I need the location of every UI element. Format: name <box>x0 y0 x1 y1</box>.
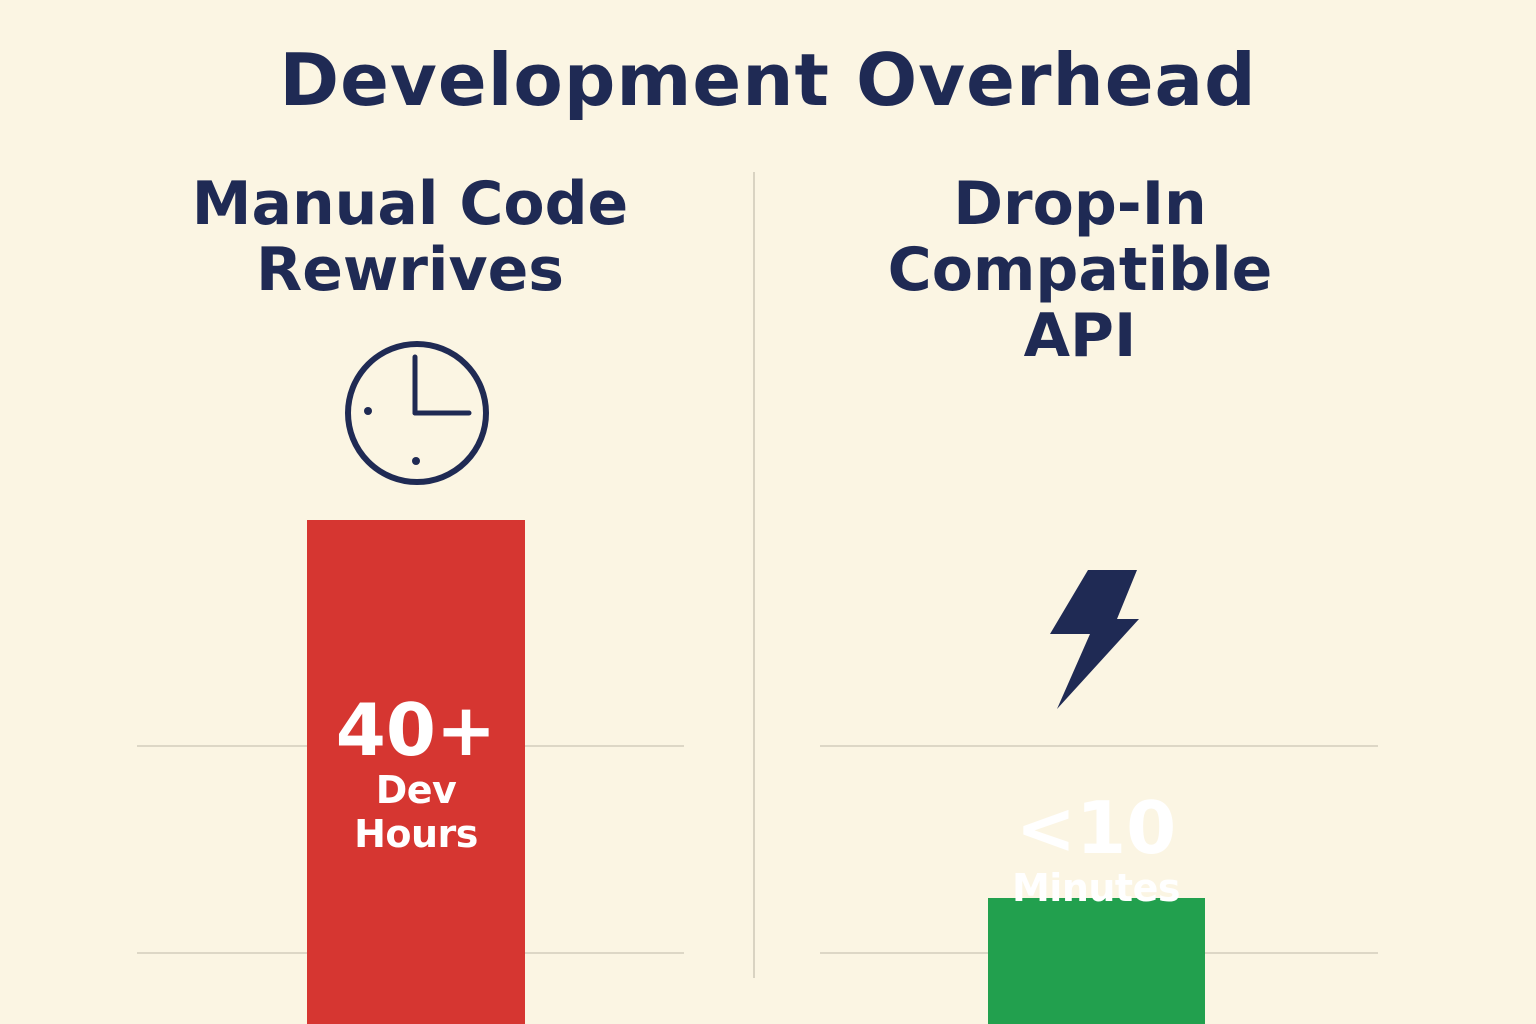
category-heading-line: Compatible <box>887 235 1273 305</box>
bar-manual-code-rewrives <box>307 520 525 1024</box>
clock-icon <box>345 341 489 485</box>
category-heading-line: API <box>1023 301 1137 371</box>
category-heading-line: Drop-In <box>953 169 1207 239</box>
gridline-right-upper <box>820 745 1378 747</box>
category-heading-line: Manual Code <box>191 169 629 239</box>
unit-label-manual: Dev Hours <box>354 768 478 856</box>
lightning-bolt-icon <box>1050 570 1139 709</box>
center-divider <box>753 172 755 978</box>
value-label-manual: 40+ <box>335 688 497 772</box>
unit-label-drop-in: Minutes <box>1011 866 1181 910</box>
category-heading-drop-in: Drop-In Compatible API <box>830 171 1330 369</box>
bar-label-manual: 40+ Dev Hours <box>308 692 524 856</box>
bar-drop-in-compatible-api <box>988 898 1205 1024</box>
bar-label-drop-in: <10 Minutes <box>988 790 1204 910</box>
category-heading-manual: Manual Code Rewrives <box>160 171 660 303</box>
value-label-drop-in: <10 <box>1015 786 1177 870</box>
chart-title: Development Overhead <box>279 38 1257 122</box>
category-heading-line: Rewrives <box>256 235 564 305</box>
